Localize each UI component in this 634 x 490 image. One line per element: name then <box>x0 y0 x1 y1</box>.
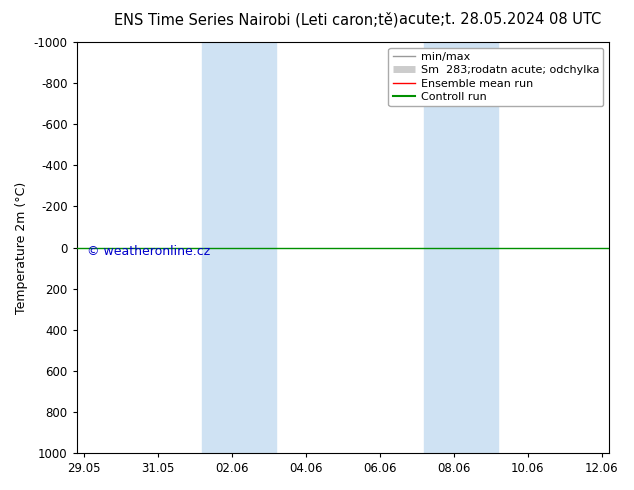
Y-axis label: Temperature 2m (°C): Temperature 2m (°C) <box>15 181 28 314</box>
Text: © weatheronline.cz: © weatheronline.cz <box>87 245 210 258</box>
Text: ENS Time Series Nairobi (Leti caron;tě): ENS Time Series Nairobi (Leti caron;tě) <box>114 12 399 28</box>
Bar <box>202 42 276 453</box>
Text: acute;t. 28.05.2024 08 UTC: acute;t. 28.05.2024 08 UTC <box>399 12 602 27</box>
Legend: min/max, Sm  283;rodatn acute; odchylka, Ensemble mean run, Controll run: min/max, Sm 283;rodatn acute; odchylka, … <box>388 48 604 106</box>
Bar <box>424 42 498 453</box>
